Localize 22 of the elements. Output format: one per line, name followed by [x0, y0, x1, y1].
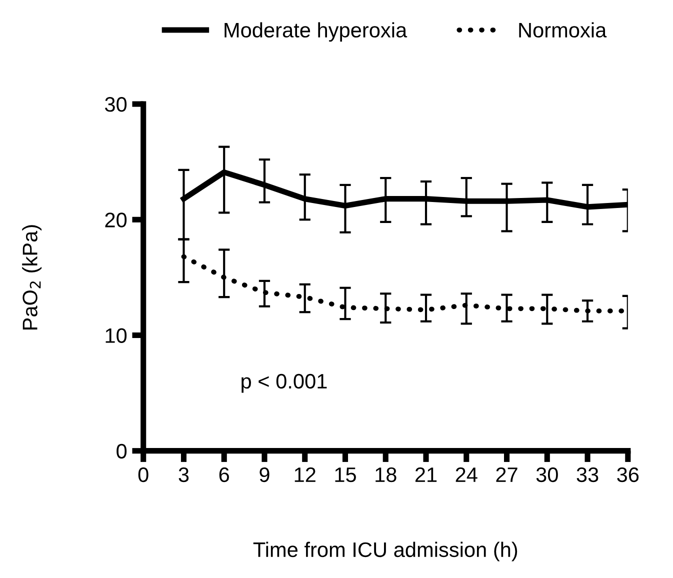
- x-tick-label: 27: [496, 467, 518, 482]
- legend-label: Normoxia: [519, 22, 607, 38]
- x-tick-label: 36: [617, 467, 639, 482]
- x-tick-label: 9: [260, 467, 270, 482]
- x-tick-label: 6: [219, 467, 229, 482]
- x-tick-label: 12: [294, 467, 316, 482]
- x-tick-label: 3: [178, 467, 189, 482]
- x-tick-label: 0: [138, 467, 148, 482]
- y-tick-label: 10: [106, 328, 127, 343]
- annotation: p < 0.001: [242, 374, 327, 393]
- x-tick-label: 15: [335, 468, 356, 482]
- y-axis-title: PaO$_{2}$ (kPa): [22, 225, 42, 330]
- x-axis-title: Time from ICU admission (h): [253, 542, 518, 562]
- x-tick-label: 30: [536, 467, 558, 482]
- x-tick-label: 21: [415, 467, 437, 482]
- legend-label: Moderate hyperoxia: [224, 22, 408, 42]
- y-tick-label: 0: [116, 444, 127, 459]
- y-tick-label: 30: [105, 97, 127, 112]
- x-tick-label: 33: [576, 467, 598, 482]
- x-tick-label: 24: [456, 467, 478, 482]
- y-tick-label: 20: [105, 212, 127, 228]
- x-tick-label: 18: [376, 467, 396, 482]
